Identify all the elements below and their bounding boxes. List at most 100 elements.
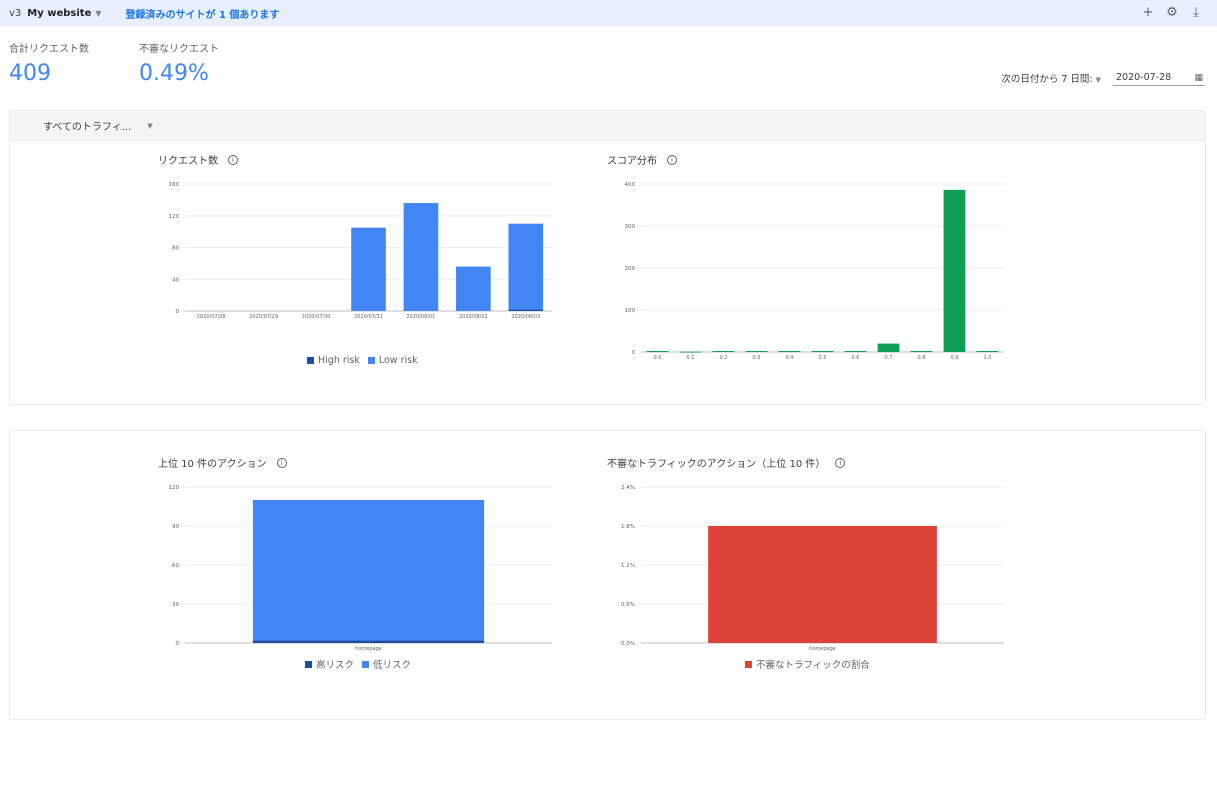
y-tick-label: 60: [172, 563, 179, 569]
bar: [910, 351, 933, 352]
actions-chart-title: 上位 10 件のアクション i: [158, 455, 287, 470]
date-input[interactable]: 2020-07-28 ▦: [1113, 70, 1205, 86]
bar: [403, 203, 439, 311]
bar: [252, 640, 485, 643]
info-icon[interactable]: i: [228, 154, 238, 165]
y-tick-label: 200: [625, 266, 636, 272]
requests-chart-title: リクエスト数 i: [158, 152, 238, 167]
x-tick-label: 0.6: [852, 355, 860, 361]
card-header: すべてのトラフィ... ▼: [10, 111, 1205, 141]
legend-item-suspicious-rate[interactable]: 不審なトラフィックの割合: [745, 657, 870, 671]
x-tick-label: homepage: [355, 646, 382, 652]
registered-sites-link[interactable]: 登録済みのサイトが 1 個あります: [125, 9, 280, 21]
y-tick-label: 120: [169, 214, 180, 220]
actions-chart-title-text: 上位 10 件のアクション: [158, 459, 267, 470]
y-tick-label: 0.0%: [621, 641, 635, 647]
bar: [778, 351, 801, 352]
y-tick-label: 0.6%: [621, 602, 635, 608]
suspicious-requests-value: 0.49%: [139, 61, 209, 86]
bar: [943, 189, 966, 352]
x-tick-label: 0.8: [918, 355, 926, 361]
y-tick-label: 160: [169, 182, 180, 188]
y-tick-label: 30: [172, 602, 179, 608]
requests-legend: High risk Low risk: [307, 355, 418, 366]
legend-label: 不審なトラフィックの割合: [756, 660, 870, 671]
traffic-filter-label: すべてのトラフィ...: [43, 122, 132, 133]
y-tick-label: 1.2%: [621, 563, 635, 569]
x-tick-label: homepage: [809, 646, 836, 652]
version-label: v3: [9, 7, 22, 19]
info-icon[interactable]: i: [667, 154, 677, 165]
bar: [351, 227, 386, 311]
bar: [976, 351, 999, 352]
total-requests-value: 409: [9, 61, 51, 86]
total-requests-stat: 合計リクエスト数 409: [9, 40, 89, 86]
x-tick-label: 0.9: [951, 355, 959, 361]
bar: [456, 266, 491, 311]
suspicious-actions-chart-title-text: 不審なトラフィックのアクション（上位 10 件）: [607, 459, 826, 470]
x-tick-label: 0.3: [753, 355, 761, 361]
x-tick-label: 0.4: [786, 355, 794, 361]
legend-item-low-risk[interactable]: Low risk: [367, 355, 418, 366]
legend-swatch: [362, 660, 370, 668]
suspicious-actions-legend: 不審なトラフィックの割合: [745, 657, 870, 671]
legend-swatch: [305, 660, 312, 668]
legend-label: 低リスク: [373, 660, 412, 671]
bar: [679, 351, 702, 353]
date-range-dropdown[interactable]: 次の日付から 7 日間: ▼: [1001, 71, 1101, 85]
x-tick-label: 2020/07/31: [354, 314, 383, 320]
y-tick-label: 120: [169, 485, 180, 491]
chevron-down-icon: ▼: [1095, 76, 1101, 84]
traffic-filter-dropdown[interactable]: すべてのトラフィ... ▼: [43, 118, 153, 134]
calendar-icon[interactable]: ▦: [1194, 72, 1203, 83]
y-tick-label: 0: [632, 350, 636, 356]
total-requests-label: 合計リクエスト数: [9, 44, 89, 55]
bar: [844, 351, 867, 352]
legend-label: High risk: [318, 355, 360, 366]
site-selector[interactable]: My website: [27, 7, 92, 19]
x-tick-label: 1.0: [984, 355, 992, 361]
info-icon[interactable]: i: [276, 457, 287, 468]
y-tick-label: 2.4%: [621, 485, 635, 491]
traffic-card: すべてのトラフィ... ▼: [9, 110, 1206, 405]
date-range-label: 次の日付から 7 日間:: [1001, 74, 1093, 85]
suspicious-actions-chart-title: 不審なトラフィックのアクション（上位 10 件） i: [607, 455, 846, 470]
legend-item-high-risk[interactable]: High risk: [307, 355, 360, 366]
x-tick-label: 2020/07/30: [302, 314, 331, 320]
x-tick-label: 2020/08/01: [407, 314, 436, 320]
legend-item-high-risk[interactable]: 高リスク: [305, 657, 354, 671]
add-icon[interactable]: +: [1142, 4, 1154, 20]
gear-icon[interactable]: ⚙: [1166, 4, 1178, 20]
download-icon[interactable]: ⤓: [1193, 4, 1199, 20]
top-bar: v3 My website ▼ 登録済みのサイトが 1 個あります + ⚙ ⤓: [0, 0, 1217, 26]
date-value: 2020-07-28: [1116, 72, 1172, 83]
site-dropdown-icon[interactable]: ▼: [95, 8, 102, 18]
legend-label: 高リスク: [316, 660, 355, 671]
x-tick-label: 2020/07/28: [197, 314, 226, 320]
actions-card: [9, 430, 1206, 720]
suspicious-requests-stat: 不審なリクエスト 0.49%: [139, 40, 219, 86]
bar: [712, 351, 735, 352]
score-chart-title-text: スコア分布: [607, 156, 657, 167]
legend-item-low-risk[interactable]: 低リスク: [362, 657, 411, 671]
bar: [252, 500, 485, 641]
legend-label: Low risk: [378, 355, 418, 366]
requests-chart-title-text: リクエスト数: [158, 156, 218, 167]
bar: [508, 223, 544, 310]
suspicious-requests-label: 不審なリクエスト: [139, 44, 219, 55]
x-tick-label: 0.1: [687, 355, 695, 361]
bar: [877, 343, 900, 352]
x-tick-label: 0.7: [885, 355, 893, 361]
y-tick-label: 80: [172, 246, 179, 252]
legend-swatch: [367, 357, 375, 364]
chevron-down-icon: ▼: [147, 121, 153, 130]
info-icon[interactable]: i: [835, 457, 846, 468]
x-tick-label: 0.5: [819, 355, 827, 361]
bar: [811, 351, 834, 352]
y-tick-label: 100: [625, 308, 636, 314]
y-tick-label: 90: [172, 524, 179, 530]
y-tick-label: 40: [172, 277, 179, 283]
bar: [646, 351, 669, 352]
date-range-control: 次の日付から 7 日間: ▼ 2020-07-28 ▦: [1001, 70, 1205, 86]
